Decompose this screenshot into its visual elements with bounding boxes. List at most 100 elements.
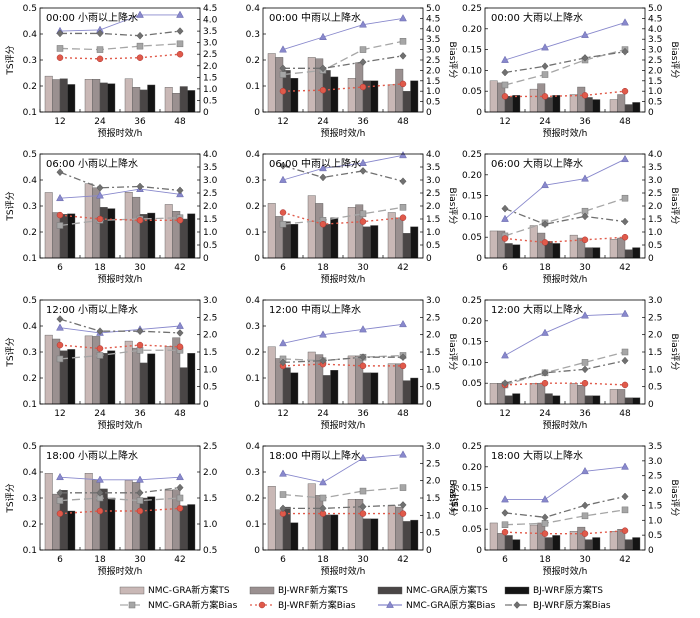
bias-point — [621, 492, 629, 501]
y-tick-label: 0.05 — [462, 379, 482, 389]
x-axis-label: 预报时效/h — [543, 565, 588, 577]
bias-point — [56, 497, 64, 504]
ts-bar — [99, 207, 108, 259]
panel: 00.050.100.150.200.2500.51.01.52.02.53.0… — [462, 4, 680, 139]
ts-bar — [569, 94, 578, 113]
x-tick-label: 36 — [357, 409, 369, 419]
bias-point — [581, 30, 589, 38]
ts-bar — [282, 367, 291, 405]
y2-tick-label: 2.5 — [426, 459, 440, 469]
ts-bar — [107, 208, 116, 259]
y-tick-label: 0.15 — [462, 192, 482, 202]
y-tick-label: 0.4 — [246, 296, 261, 306]
panel-title: 06:00 中雨以上降水 — [269, 157, 361, 170]
bias-point — [56, 472, 64, 481]
bias-point — [621, 527, 629, 534]
x-axis-label: 预报时效/h — [98, 565, 143, 577]
ts-bar — [544, 537, 553, 551]
bias-line — [504, 509, 626, 526]
bias-point — [96, 29, 104, 38]
ts-bar — [187, 90, 196, 113]
y2-tick-label: 0.5 — [426, 383, 440, 393]
ts-bar — [632, 537, 641, 551]
panel: 0.1 0.2 0.3 0.4 0.5 0 0.5 1.0 1.5 2.0 2.5 3.0 3.5 4.0… — [5, 150, 218, 285]
ts-bar — [59, 214, 68, 259]
y2-tick-label: 0.5 — [203, 383, 217, 393]
y-tick-label: 0.2 — [23, 228, 37, 238]
bias-line — [282, 211, 404, 225]
y2-tick-label: 0.5 — [426, 98, 440, 108]
bias-point — [501, 214, 509, 222]
bias-point — [541, 495, 549, 503]
bias-point — [96, 327, 104, 336]
y2-tick-label: 0.5 — [203, 241, 217, 251]
bias-point — [176, 10, 184, 18]
bias-line — [504, 495, 626, 518]
y2-tick-label: 3.5 — [426, 35, 440, 45]
y2-tick-label: 0 — [426, 254, 432, 264]
y2-axis-label: Bias评分 — [669, 334, 680, 371]
x-tick-label: 48 — [619, 409, 631, 419]
y-tick-label: 0.1 — [23, 108, 37, 118]
y2-tick-label: 1.5 — [426, 494, 440, 504]
x-tick-label: 18 — [539, 555, 551, 565]
ts-bar — [99, 353, 108, 405]
bias-point — [279, 358, 287, 367]
bias-point — [621, 87, 629, 95]
bias-point — [581, 365, 589, 374]
y2-tick-label: 0 — [426, 546, 432, 556]
ts-bar — [584, 97, 593, 113]
ts-bar — [84, 79, 93, 113]
bias-point — [621, 381, 629, 389]
bias-point — [279, 71, 287, 78]
y-tick-label: 0.05 — [462, 87, 482, 97]
ts-bar — [632, 247, 641, 259]
bias-point — [621, 348, 629, 356]
panel-title: 12:00 中雨以上降水 — [269, 303, 361, 316]
bias-point — [176, 505, 184, 512]
bias-point — [136, 42, 144, 50]
bias-point — [96, 475, 104, 483]
bias-point — [136, 54, 144, 61]
ts-bar — [347, 355, 356, 405]
legend-label: BJ-WRF新方案Bias — [278, 599, 356, 611]
bias-point — [136, 327, 144, 336]
legend-label: NMC-GRA原方案Bias — [406, 599, 496, 611]
bias-line — [282, 17, 404, 51]
bias-point — [319, 86, 327, 94]
legend-swatch — [249, 586, 275, 595]
y-axis-label: TS评分 — [450, 483, 461, 513]
y2-tick-label: 0.5 — [426, 241, 440, 251]
ts-bar — [290, 223, 299, 259]
bias-point — [621, 154, 629, 163]
ts-bar — [107, 83, 116, 113]
y2-tick-label: 3.5 — [426, 163, 440, 173]
y-axis-label: TS评分 — [5, 337, 16, 367]
y2-tick-label: 3.0 — [203, 39, 218, 49]
bias-point — [279, 220, 287, 228]
y2-tick-label: 4.5 — [426, 14, 440, 24]
bias-point — [501, 495, 509, 503]
y2-tick-label: 3.0 — [426, 296, 441, 306]
y-axis-label: TS评分 — [5, 45, 16, 75]
y2-tick-label: 0.5 — [648, 98, 662, 108]
x-tick-label: 24 — [317, 117, 329, 127]
x-tick-label: 48 — [397, 117, 409, 127]
bias-point — [96, 507, 104, 515]
y2-tick-label: 0 — [648, 108, 654, 118]
bias-point — [621, 462, 629, 470]
x-tick-label: 12 — [499, 409, 510, 419]
y2-tick-label: 1.0 — [426, 365, 441, 375]
ts-bar — [552, 395, 561, 405]
ts-bar — [529, 524, 538, 551]
bias-point — [501, 93, 509, 100]
y2-axis-label: Bias评分 — [447, 334, 458, 371]
bias-point — [359, 46, 367, 53]
y2-tick-label: 3.0 — [203, 176, 218, 186]
ts-bar — [617, 389, 626, 405]
x-axis-label: 预报时效/h — [321, 419, 366, 431]
y2-tick-label: 2.5 — [203, 442, 217, 452]
bias-point — [176, 186, 184, 195]
y2-tick-label: 3.5 — [648, 442, 662, 452]
